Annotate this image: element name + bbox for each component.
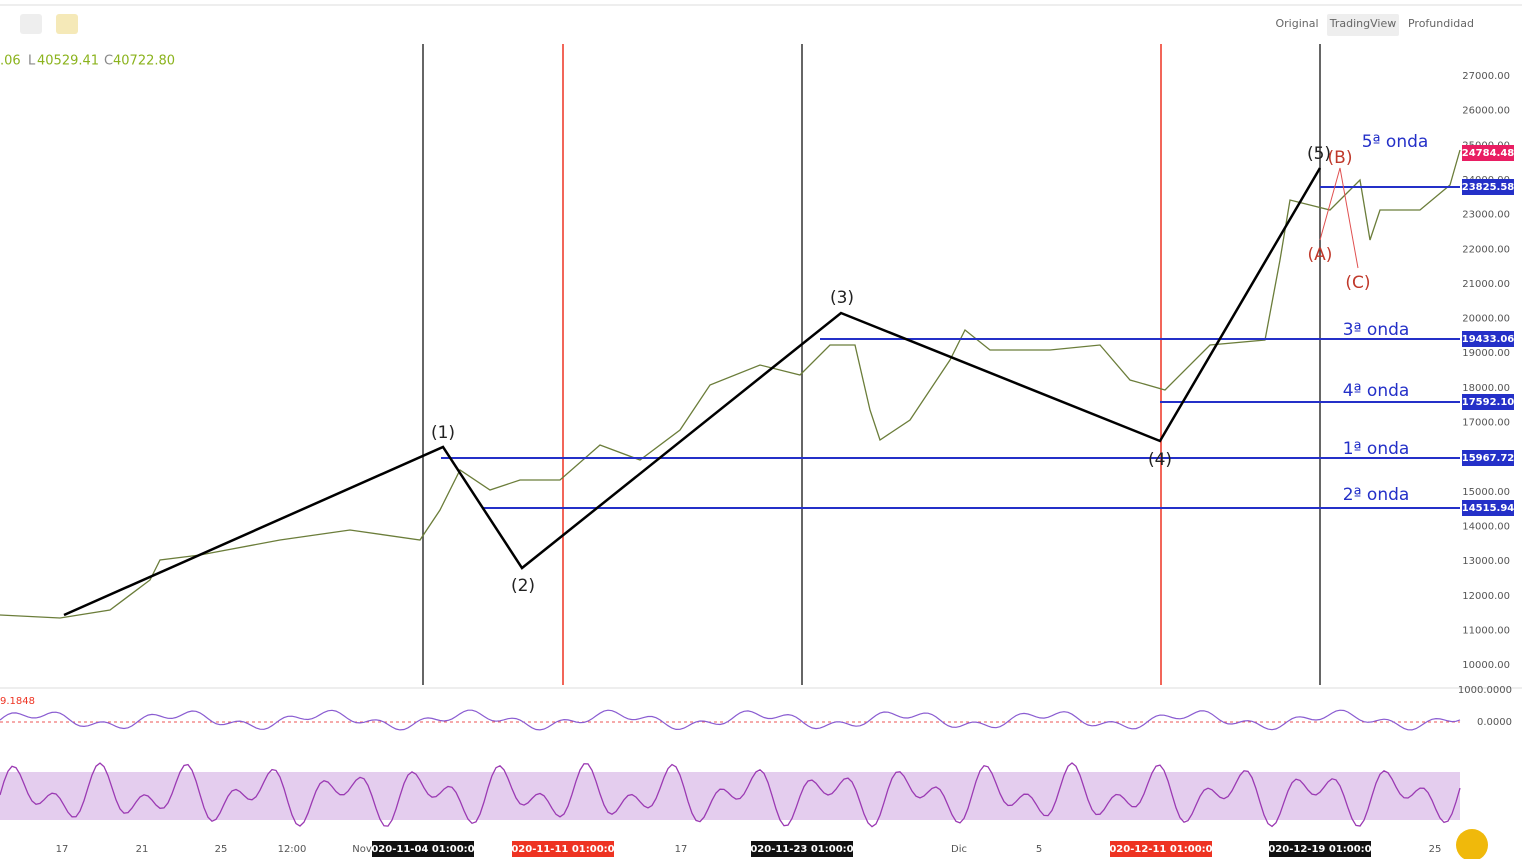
view-highlight xyxy=(1327,14,1399,36)
ohlc-fragment: .06 xyxy=(0,54,21,69)
level-label: 5ª onda xyxy=(1362,132,1429,152)
x-axis-label: Dic xyxy=(951,844,967,855)
date-marker-bg xyxy=(1110,841,1212,857)
ohlc-label: C xyxy=(104,54,113,69)
macd-axis: 1000.0000 xyxy=(1458,685,1512,696)
macd-value: 9.1848 xyxy=(0,696,35,707)
level-label: 4ª onda xyxy=(1343,381,1410,401)
date-marker: 2020-12-19 01:00:00 xyxy=(1261,844,1378,855)
view-tab[interactable]: Original xyxy=(1275,17,1318,30)
price-tag-bg xyxy=(1462,394,1514,410)
wave-label: (3) xyxy=(830,288,854,308)
price-axis-label: 20000.00 xyxy=(1462,314,1510,325)
x-axis-label: 25 xyxy=(215,844,228,855)
price-tag: 23825.58 xyxy=(1462,182,1515,193)
correction-label: (B) xyxy=(1328,148,1353,168)
date-marker-bg xyxy=(1269,841,1371,857)
price-tag-bg xyxy=(1462,500,1514,516)
date-marker: 2020-11-11 01:00:00 xyxy=(504,844,621,855)
macd-axis: 0.0000 xyxy=(1477,717,1512,728)
date-marker: 2020-11-23 01:00:00 xyxy=(743,844,860,855)
price-tag: 24784.48 xyxy=(1462,148,1515,159)
x-axis-label: 25 xyxy=(1429,844,1442,855)
price-tag: 15967.72 xyxy=(1462,453,1515,464)
ohlc-value: 40722.80 xyxy=(113,54,175,69)
price-tag-bg xyxy=(1462,179,1514,195)
correction-line xyxy=(1319,167,1359,269)
view-tab[interactable]: Profundidad xyxy=(1408,17,1474,30)
wave-label: (5) xyxy=(1307,144,1331,164)
wave-label: (1) xyxy=(431,423,455,443)
price-axis-label: 17000.00 xyxy=(1462,418,1510,429)
correction-label: (A) xyxy=(1308,245,1333,265)
settings-button[interactable] xyxy=(20,14,42,34)
price-axis-label: 18000.00 xyxy=(1462,383,1510,394)
level-label: 1ª onda xyxy=(1343,439,1410,459)
wave-line xyxy=(63,167,1322,617)
price-axis-label: 23000.00 xyxy=(1462,210,1510,221)
wave-label: (4) xyxy=(1148,450,1172,470)
price-tag: 14515.94 xyxy=(1462,503,1515,514)
chat-button[interactable] xyxy=(1456,829,1488,861)
x-axis-label: Nov xyxy=(352,844,372,855)
price-tag-bg xyxy=(1462,331,1514,347)
date-marker-bg xyxy=(751,841,853,857)
notes-button[interactable] xyxy=(56,14,78,34)
x-axis-label: 5 xyxy=(1036,844,1042,855)
wave-label: (2) xyxy=(511,576,535,596)
price-tag-bg xyxy=(1462,145,1514,161)
ohlc-value: 40529.41 xyxy=(37,54,99,69)
date-marker: 2020-12-11 01:00:00 xyxy=(1102,844,1219,855)
ohlc-label: L xyxy=(28,54,36,69)
x-axis-label: 21 xyxy=(136,844,149,855)
x-axis-label: 17 xyxy=(56,844,69,855)
view-tab[interactable]: TradingView xyxy=(1329,17,1396,30)
price-axis-label: 15000.00 xyxy=(1462,487,1510,498)
correction-label: (C) xyxy=(1345,273,1370,293)
date-marker-bg xyxy=(512,841,614,857)
price-axis-label: 13000.00 xyxy=(1462,556,1510,567)
price-axis-label: 22000.00 xyxy=(1462,244,1510,255)
price-path xyxy=(0,149,1461,619)
price-axis-label: 14000.00 xyxy=(1462,521,1510,532)
price-axis-label: 11000.00 xyxy=(1462,625,1510,636)
date-marker-bg xyxy=(372,841,474,857)
date-marker: 2020-11-04 01:00:00 xyxy=(364,844,481,855)
price-tag: 17592.10 xyxy=(1462,397,1515,408)
price-axis-label: 26000.00 xyxy=(1462,106,1510,117)
level-label: 3ª onda xyxy=(1343,320,1410,340)
level-label: 2ª onda xyxy=(1343,485,1410,505)
price-axis-label: 12000.00 xyxy=(1462,591,1510,602)
price-axis-label: 19000.00 xyxy=(1462,348,1510,359)
stoch-line xyxy=(0,762,1461,828)
stoch-band xyxy=(0,772,1460,820)
price-axis-label: 10000.00 xyxy=(1462,660,1510,671)
price-tag: 19433.06 xyxy=(1462,334,1515,345)
x-axis-label: 12:00 xyxy=(278,844,307,855)
price-axis-label: 27000.00 xyxy=(1462,71,1510,82)
price-axis-label: 21000.00 xyxy=(1462,279,1510,290)
macd-line xyxy=(0,709,1461,731)
x-axis-label: 17 xyxy=(675,844,688,855)
price-tag-bg xyxy=(1462,450,1514,466)
